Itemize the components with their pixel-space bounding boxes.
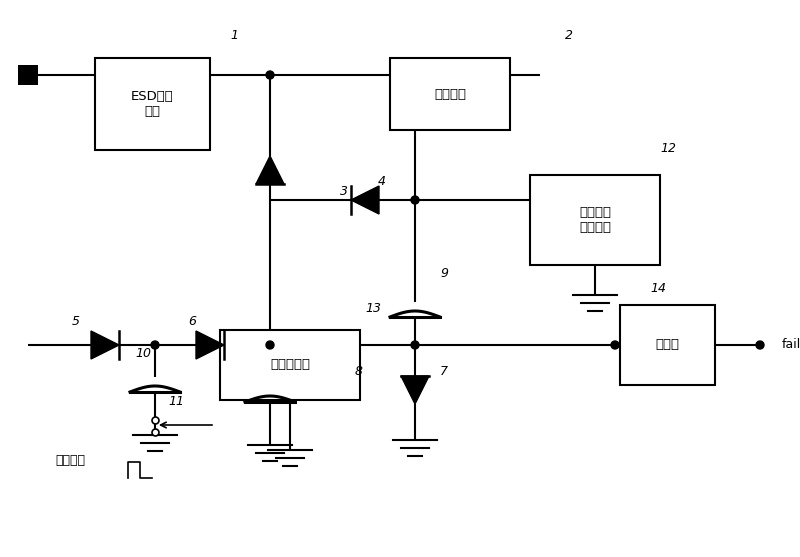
Bar bbox=[220, 330, 360, 400]
Bar bbox=[95, 58, 210, 150]
Circle shape bbox=[611, 341, 619, 349]
Text: 3: 3 bbox=[340, 185, 348, 198]
Text: 集成电路: 集成电路 bbox=[434, 87, 466, 100]
Text: 比较器: 比较器 bbox=[655, 339, 679, 351]
Text: 9: 9 bbox=[440, 267, 448, 280]
Text: 5: 5 bbox=[72, 315, 80, 328]
Polygon shape bbox=[351, 186, 379, 214]
Text: 14: 14 bbox=[650, 282, 666, 295]
Text: 应力及延
迟控制器: 应力及延 迟控制器 bbox=[579, 206, 611, 234]
Text: 12: 12 bbox=[660, 142, 676, 155]
Text: 外部时钟: 外部时钟 bbox=[55, 453, 85, 467]
Circle shape bbox=[266, 341, 274, 349]
Text: 7: 7 bbox=[440, 365, 448, 378]
Text: 1: 1 bbox=[230, 29, 238, 42]
Polygon shape bbox=[256, 156, 284, 184]
Bar bbox=[620, 305, 715, 385]
Text: 11: 11 bbox=[168, 395, 184, 408]
Circle shape bbox=[411, 341, 419, 349]
Polygon shape bbox=[401, 376, 429, 404]
Text: 2: 2 bbox=[565, 29, 573, 42]
Text: ESD保护
电路: ESD保护 电路 bbox=[131, 90, 174, 118]
Bar bbox=[530, 175, 660, 265]
Polygon shape bbox=[91, 331, 119, 359]
Text: 10: 10 bbox=[135, 347, 151, 360]
Text: 6: 6 bbox=[188, 315, 196, 328]
Circle shape bbox=[266, 71, 274, 79]
Text: 应力控制器: 应力控制器 bbox=[270, 359, 310, 372]
Bar bbox=[390, 58, 510, 130]
Text: fail: fail bbox=[782, 339, 800, 351]
Bar bbox=[18, 65, 38, 85]
Circle shape bbox=[411, 196, 419, 204]
Text: 13: 13 bbox=[365, 302, 381, 315]
Polygon shape bbox=[196, 331, 224, 359]
Circle shape bbox=[756, 341, 764, 349]
Text: 4: 4 bbox=[378, 175, 386, 188]
Text: 8: 8 bbox=[355, 365, 363, 378]
Circle shape bbox=[151, 341, 159, 349]
